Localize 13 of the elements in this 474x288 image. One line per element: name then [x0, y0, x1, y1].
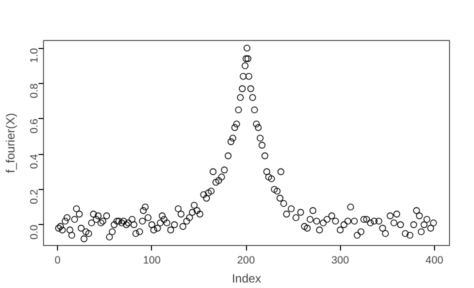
x-axis-title: Index — [232, 272, 262, 286]
x-tick-label: 300 — [331, 254, 350, 266]
y-tick-label: 0.0 — [28, 224, 40, 240]
x-tick-label: 0 — [54, 254, 61, 266]
x-tick-label: 200 — [237, 254, 255, 266]
y-tick-label: 0.2 — [28, 189, 40, 204]
y-tick-label: 0.4 — [28, 154, 40, 169]
y-tick-label: 0.6 — [28, 118, 40, 134]
x-tick-label: 100 — [142, 254, 161, 266]
y-tick-label: 0.8 — [28, 83, 40, 98]
y-axis-title: f_fourier(X) — [4, 112, 18, 174]
x-tick-label: 400 — [426, 254, 444, 266]
y-tick-label: 1.0 — [28, 48, 40, 63]
